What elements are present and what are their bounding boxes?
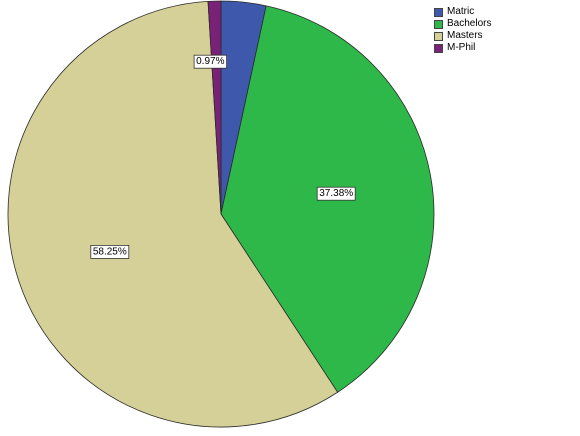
slice-label-bachelors: 37.38%	[319, 188, 353, 199]
legend-swatch-bachelors	[434, 19, 443, 29]
slice-labels: 37.38% 58.25% 0.97%	[90, 54, 356, 259]
legend-swatch-m-phil	[434, 43, 443, 53]
legend-swatch-matric	[434, 7, 443, 17]
slice-label-box-bachelors	[316, 186, 356, 201]
slice-label-m-phil: 0.97%	[196, 56, 224, 67]
legend-label-bachelors: Bachelors	[447, 18, 492, 29]
pie-slice-m-phil	[207, 0, 222, 215]
legend-item-masters: Masters	[434, 30, 491, 42]
legend-item-bachelors: Bachelors	[434, 18, 491, 30]
slice-label-box-m-phil	[193, 54, 228, 69]
pie-slice-masters	[7, 0, 339, 428]
slice-label-masters: 58.25%	[93, 246, 127, 257]
legend-label-masters: Masters	[447, 30, 483, 41]
legend-label-matric: Matric	[447, 6, 475, 17]
legend-item-m-phil: M-Phil	[434, 42, 491, 54]
legend-swatch-masters	[434, 31, 443, 41]
legend-label-m-phil: M-Phil	[447, 42, 476, 53]
legend-item-matric: Matric	[434, 6, 491, 18]
legend: Matric Bachelors Masters M-Phil	[434, 6, 491, 54]
slice-label-box-masters	[90, 244, 130, 259]
